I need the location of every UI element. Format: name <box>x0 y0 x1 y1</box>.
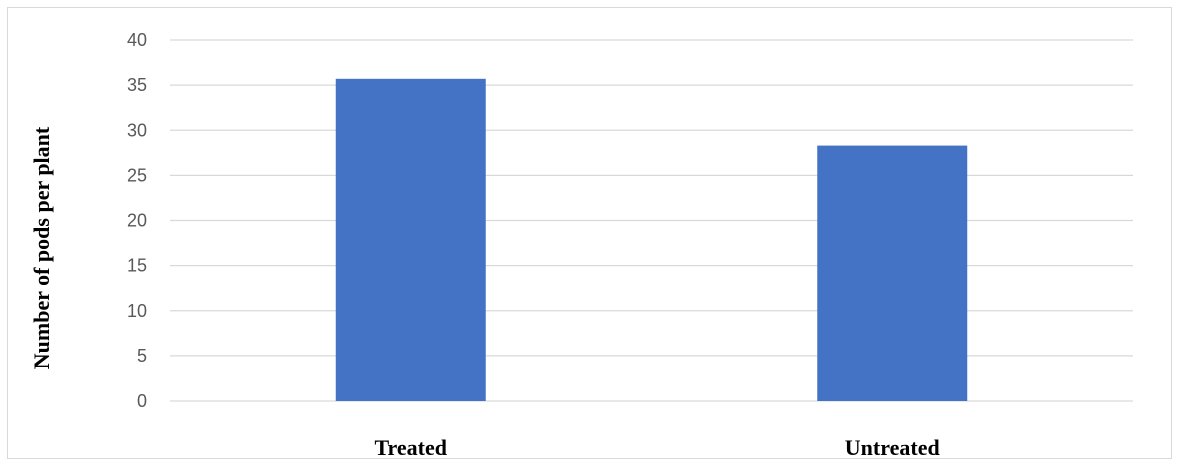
bars <box>335 78 968 402</box>
y-axis-title: Number of pods per plant <box>29 126 54 369</box>
bar-untreated <box>817 145 968 401</box>
y-tick-label: 20 <box>127 211 147 231</box>
y-tick-label: 30 <box>127 120 147 140</box>
x-category-labels: Treated Untreated <box>375 435 940 460</box>
x-category-label: Untreated <box>845 435 940 460</box>
y-tick-label: 0 <box>137 391 147 411</box>
y-tick-label: 40 <box>127 30 147 50</box>
y-tick-label: 5 <box>137 346 147 366</box>
gridlines <box>170 39 1133 402</box>
y-tick-label: 15 <box>127 256 147 276</box>
x-category-label: Treated <box>375 435 448 460</box>
y-tick-label: 10 <box>127 301 147 321</box>
chart-frame <box>7 7 1172 459</box>
y-tick-label: 25 <box>127 165 147 185</box>
y-tick-label: 35 <box>127 75 147 95</box>
y-tick-labels: 0 5 10 15 20 25 30 35 40 <box>127 30 147 411</box>
bar-treated <box>335 78 486 402</box>
